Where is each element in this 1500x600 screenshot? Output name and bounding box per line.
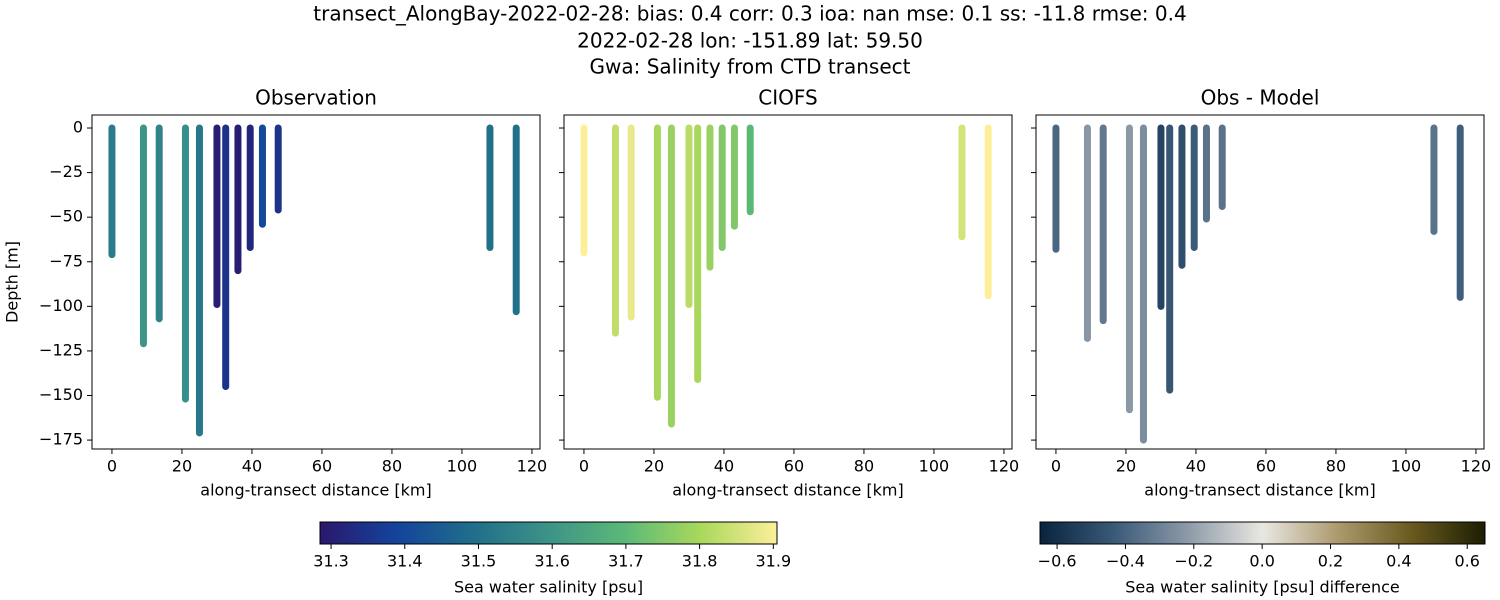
x-tick-label: 120	[989, 457, 1020, 476]
x-tick-label: 0	[1051, 457, 1061, 476]
x-tick-label: 20	[172, 457, 192, 476]
colorbar-tick-label: 31.3	[313, 552, 349, 571]
x-axis-label: along-transect distance [km]	[1144, 481, 1375, 500]
x-tick-label: 100	[919, 457, 950, 476]
colorbar-tick-label: 0.6	[1455, 552, 1480, 571]
colorbar-label: Sea water salinity [psu]	[454, 578, 643, 597]
x-tick-label: 120	[1461, 457, 1492, 476]
colorbar-label: Sea water salinity [psu] difference	[1125, 578, 1400, 597]
colorbar-tick-label: 31.7	[608, 552, 644, 571]
y-axis-label: Depth [m]	[3, 241, 22, 323]
x-tick-label: 0	[107, 457, 117, 476]
x-tick-label: 20	[644, 457, 664, 476]
colorbar-tick-label: 31.4	[387, 552, 423, 571]
x-tick-label: 20	[1116, 457, 1136, 476]
title-line: 2022-02-28 lon: -151.89 lat: 59.50	[577, 29, 923, 53]
x-tick-label: 60	[784, 457, 804, 476]
panel-title: Obs - Model	[1201, 86, 1320, 110]
x-tick-label: 100	[447, 457, 478, 476]
title-line: transect_AlongBay-2022-02-28: bias: 0.4 …	[313, 2, 1186, 26]
x-tick-label: 120	[517, 457, 548, 476]
plot-frame	[563, 114, 1013, 450]
x-axis-label: along-transect distance [km]	[200, 481, 431, 500]
plot-frame	[1035, 114, 1485, 450]
y-tick-label: −125	[39, 340, 83, 359]
x-tick-label: 80	[1326, 457, 1346, 476]
colorbar-tick-label: 31.5	[461, 552, 497, 571]
colorbar-tick-label: 0.4	[1386, 552, 1411, 571]
colorbar	[1039, 521, 1486, 545]
title-line: Gwa: Salinity from CTD transect	[590, 55, 911, 79]
colorbar-tick-label: 0.2	[1318, 552, 1343, 571]
colorbar-tick-label: −0.4	[1106, 552, 1145, 571]
colorbar-tick-label: 31.6	[534, 552, 570, 571]
x-tick-label: 0	[579, 457, 589, 476]
y-tick-label: −50	[49, 207, 83, 226]
x-tick-label: 60	[1256, 457, 1276, 476]
y-tick-label: −175	[39, 430, 83, 449]
x-tick-label: 40	[714, 457, 734, 476]
x-tick-label: 80	[382, 457, 402, 476]
y-tick-label: −100	[39, 296, 83, 315]
y-tick-label: −25	[49, 162, 83, 181]
y-tick-label: −75	[49, 251, 83, 270]
colorbar-tick-label: 0.0	[1249, 552, 1274, 571]
panel-title: Observation	[255, 86, 377, 110]
x-axis-label: along-transect distance [km]	[672, 481, 903, 500]
x-tick-label: 80	[854, 457, 874, 476]
x-tick-label: 60	[312, 457, 332, 476]
colorbar-tick-label: −0.6	[1038, 552, 1077, 571]
colorbar-tick-label: −0.2	[1174, 552, 1213, 571]
x-tick-label: 40	[1186, 457, 1206, 476]
colorbar	[319, 521, 778, 545]
colorbar-tick-label: 31.8	[682, 552, 718, 571]
y-tick-label: 0	[73, 118, 83, 137]
plot-frame	[91, 114, 541, 450]
y-tick-label: −150	[39, 385, 83, 404]
colorbar-tick-label: 31.9	[756, 552, 792, 571]
x-tick-label: 100	[1391, 457, 1422, 476]
x-tick-label: 40	[242, 457, 262, 476]
panel-title: CIOFS	[758, 86, 817, 110]
